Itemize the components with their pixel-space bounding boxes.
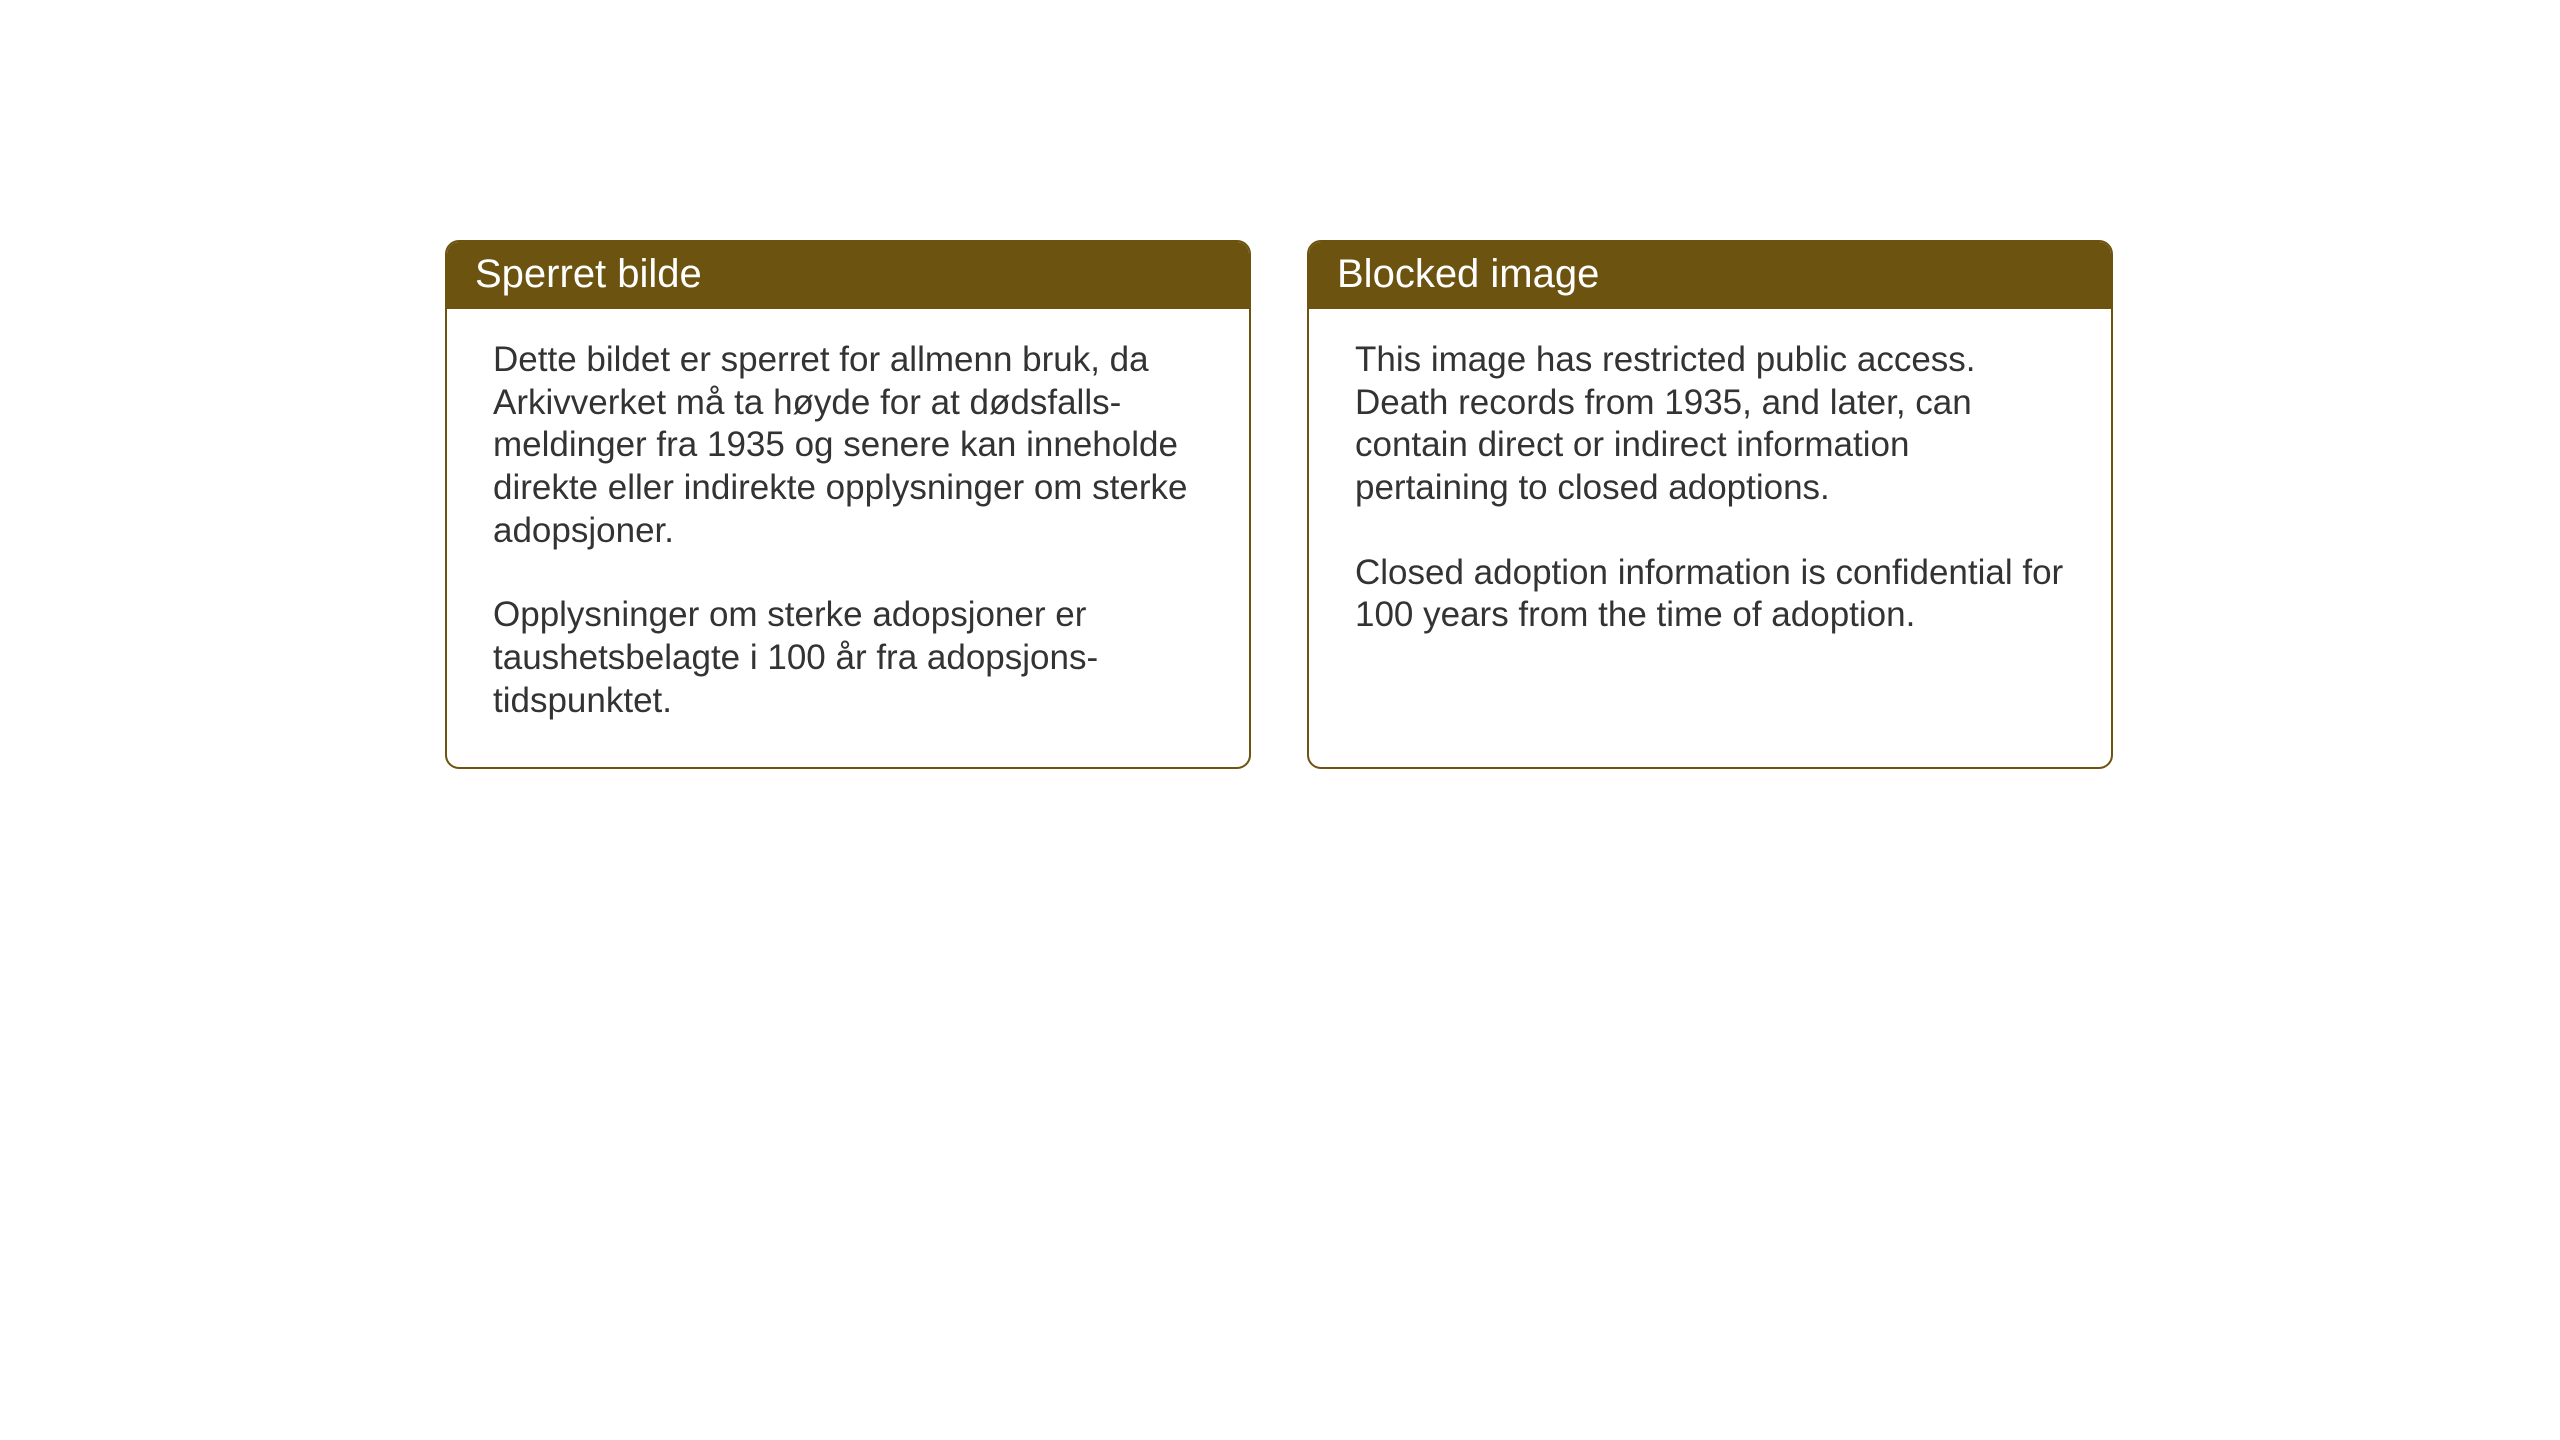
- norwegian-card-body: Dette bildet er sperret for allmenn bruk…: [447, 309, 1249, 767]
- english-notice-card: Blocked image This image has restricted …: [1307, 240, 2113, 769]
- norwegian-paragraph-2: Opplysninger om sterke adopsjoner er tau…: [493, 594, 1203, 722]
- norwegian-card-title: Sperret bilde: [447, 242, 1249, 309]
- norwegian-notice-card: Sperret bilde Dette bildet er sperret fo…: [445, 240, 1251, 769]
- english-card-title: Blocked image: [1309, 242, 2111, 309]
- norwegian-paragraph-1: Dette bildet er sperret for allmenn bruk…: [493, 339, 1203, 552]
- english-paragraph-1: This image has restricted public access.…: [1355, 339, 2065, 510]
- english-paragraph-2: Closed adoption information is confident…: [1355, 552, 2065, 637]
- notice-container: Sperret bilde Dette bildet er sperret fo…: [445, 240, 2113, 769]
- english-card-body: This image has restricted public access.…: [1309, 309, 2111, 681]
